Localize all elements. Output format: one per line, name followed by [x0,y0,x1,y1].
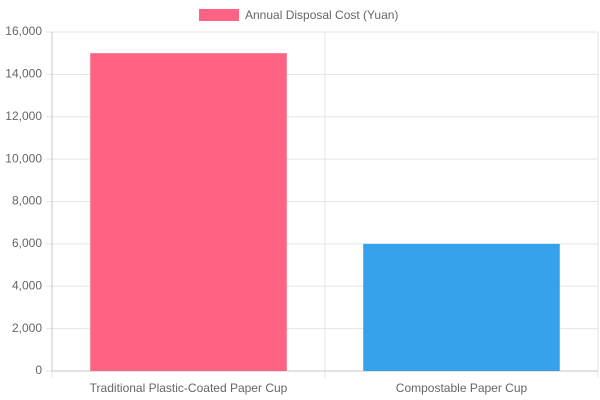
y-tick-label: 2,000 [12,321,42,335]
bar [363,243,560,371]
y-tick-label: 4,000 [12,278,42,292]
y-tick-label: 10,000 [5,151,42,165]
y-tick-label: 16,000 [5,24,42,38]
y-tick-label: 0 [35,363,42,377]
y-tick-label: 14,000 [5,67,42,81]
legend-swatch[interactable] [199,9,239,21]
x-tick-label: Traditional Plastic-Coated Paper Cup [90,381,288,395]
bar [90,53,287,371]
legend-label[interactable]: Annual Disposal Cost (Yuan) [245,8,398,22]
y-tick-label: 12,000 [5,109,42,123]
y-tick-label: 6,000 [12,236,42,250]
x-tick-label: Compostable Paper Cup [396,381,528,395]
y-tick-label: 8,000 [12,194,42,208]
